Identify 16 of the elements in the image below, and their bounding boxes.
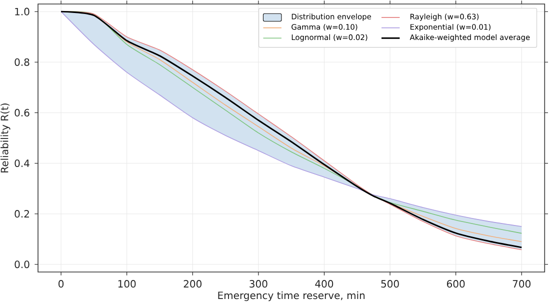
x-tick-label: 400 — [315, 280, 334, 288]
y-tick-label: 0.8 — [14, 58, 30, 66]
y-tick-label: 0.0 — [14, 260, 30, 268]
x-tick-label: 200 — [184, 280, 202, 288]
x-tick-label: 600 — [446, 280, 465, 288]
x-axis-title: Emergency time reserve, min — [218, 291, 365, 302]
y-tick-label: 0.4 — [14, 159, 30, 168]
x-tick-label: 100 — [118, 280, 136, 288]
y-tick-label: 1.0 — [15, 8, 30, 16]
y-axis-title: Reliability R(t) — [0, 104, 10, 172]
x-tick-label: 500 — [381, 280, 399, 288]
x-tick-label: 300 — [250, 280, 268, 288]
x-tick-label: 0 — [58, 280, 64, 288]
x-tick-label: 700 — [512, 280, 530, 288]
y-tick-label: 0.6 — [14, 108, 30, 116]
y-tick-label: 0.2 — [14, 210, 29, 218]
